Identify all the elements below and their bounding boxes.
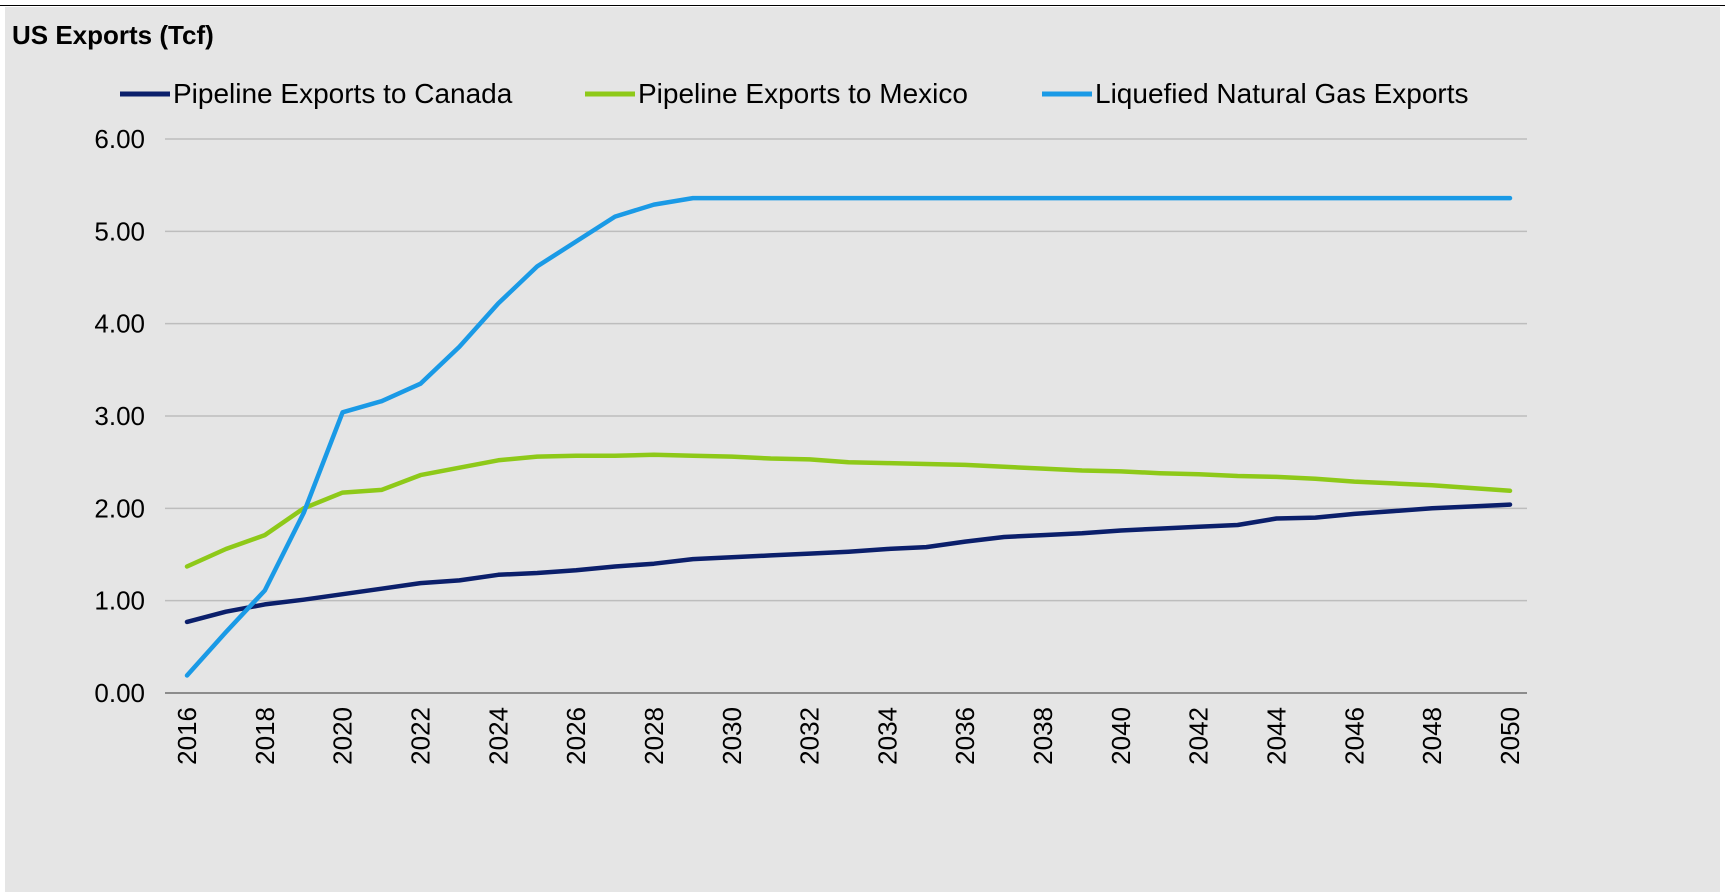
x-tick-label: 2040 xyxy=(1106,707,1136,765)
x-tick-label: 2032 xyxy=(795,707,825,765)
x-tick-label: 2028 xyxy=(639,707,669,765)
x-tick-label: 2036 xyxy=(950,707,980,765)
x-tick-label: 2030 xyxy=(717,707,747,765)
x-tick-label: 2018 xyxy=(250,707,280,765)
series-line-3 xyxy=(184,195,1513,678)
y-tick-label: 2.00 xyxy=(94,493,145,523)
x-axis-tick-labels: 2016 2018 2020 2022 2024 2026 2028 2030 2032 2034… xyxy=(172,707,1525,765)
top-border-line xyxy=(0,5,1725,6)
legend-label: Pipeline Exports to Mexico xyxy=(638,78,968,109)
x-tick-label: 2042 xyxy=(1184,707,1214,765)
series-line-2 xyxy=(184,452,1513,569)
x-tick-label: 2050 xyxy=(1495,707,1525,765)
x-tick-label: 2048 xyxy=(1417,707,1447,765)
y-tick-label: 6.00 xyxy=(94,124,145,154)
x-tick-label: 2038 xyxy=(1028,707,1058,765)
x-tick-label: 2016 xyxy=(172,707,202,765)
x-tick-label: 2044 xyxy=(1262,707,1292,765)
x-tick-label: 2026 xyxy=(561,707,591,765)
line-chart: US Exports (Tcf) Pipeline Exports to Can… xyxy=(12,20,1527,765)
x-tick-label: 2020 xyxy=(328,707,358,765)
series-lines xyxy=(184,195,1513,678)
x-tick-label: 2034 xyxy=(872,707,902,765)
y-axis-tick-labels: 0.00 1.00 2.00 3.00 4.00 5.00 6.00 xyxy=(94,124,145,708)
x-tick-label: 2024 xyxy=(483,707,513,765)
chart-panel: US Exports (Tcf) Pipeline Exports to Can… xyxy=(5,7,1720,892)
legend-label: Liquefied Natural Gas Exports xyxy=(1095,78,1469,109)
y-tick-label: 5.00 xyxy=(94,216,145,246)
legend: Pipeline Exports to Canada Pipeline Expor… xyxy=(120,78,1469,109)
y-tick-label: 1.00 xyxy=(94,586,145,616)
series-line-1 xyxy=(184,502,1513,625)
gridlines xyxy=(165,138,1527,602)
x-tick-label: 2046 xyxy=(1339,707,1369,765)
chart-title: US Exports (Tcf) xyxy=(12,20,214,50)
y-tick-label: 4.00 xyxy=(94,309,145,339)
y-tick-label: 0.00 xyxy=(94,678,145,708)
x-tick-label: 2022 xyxy=(405,707,435,765)
y-tick-label: 3.00 xyxy=(94,401,145,431)
legend-label: Pipeline Exports to Canada xyxy=(173,78,513,109)
